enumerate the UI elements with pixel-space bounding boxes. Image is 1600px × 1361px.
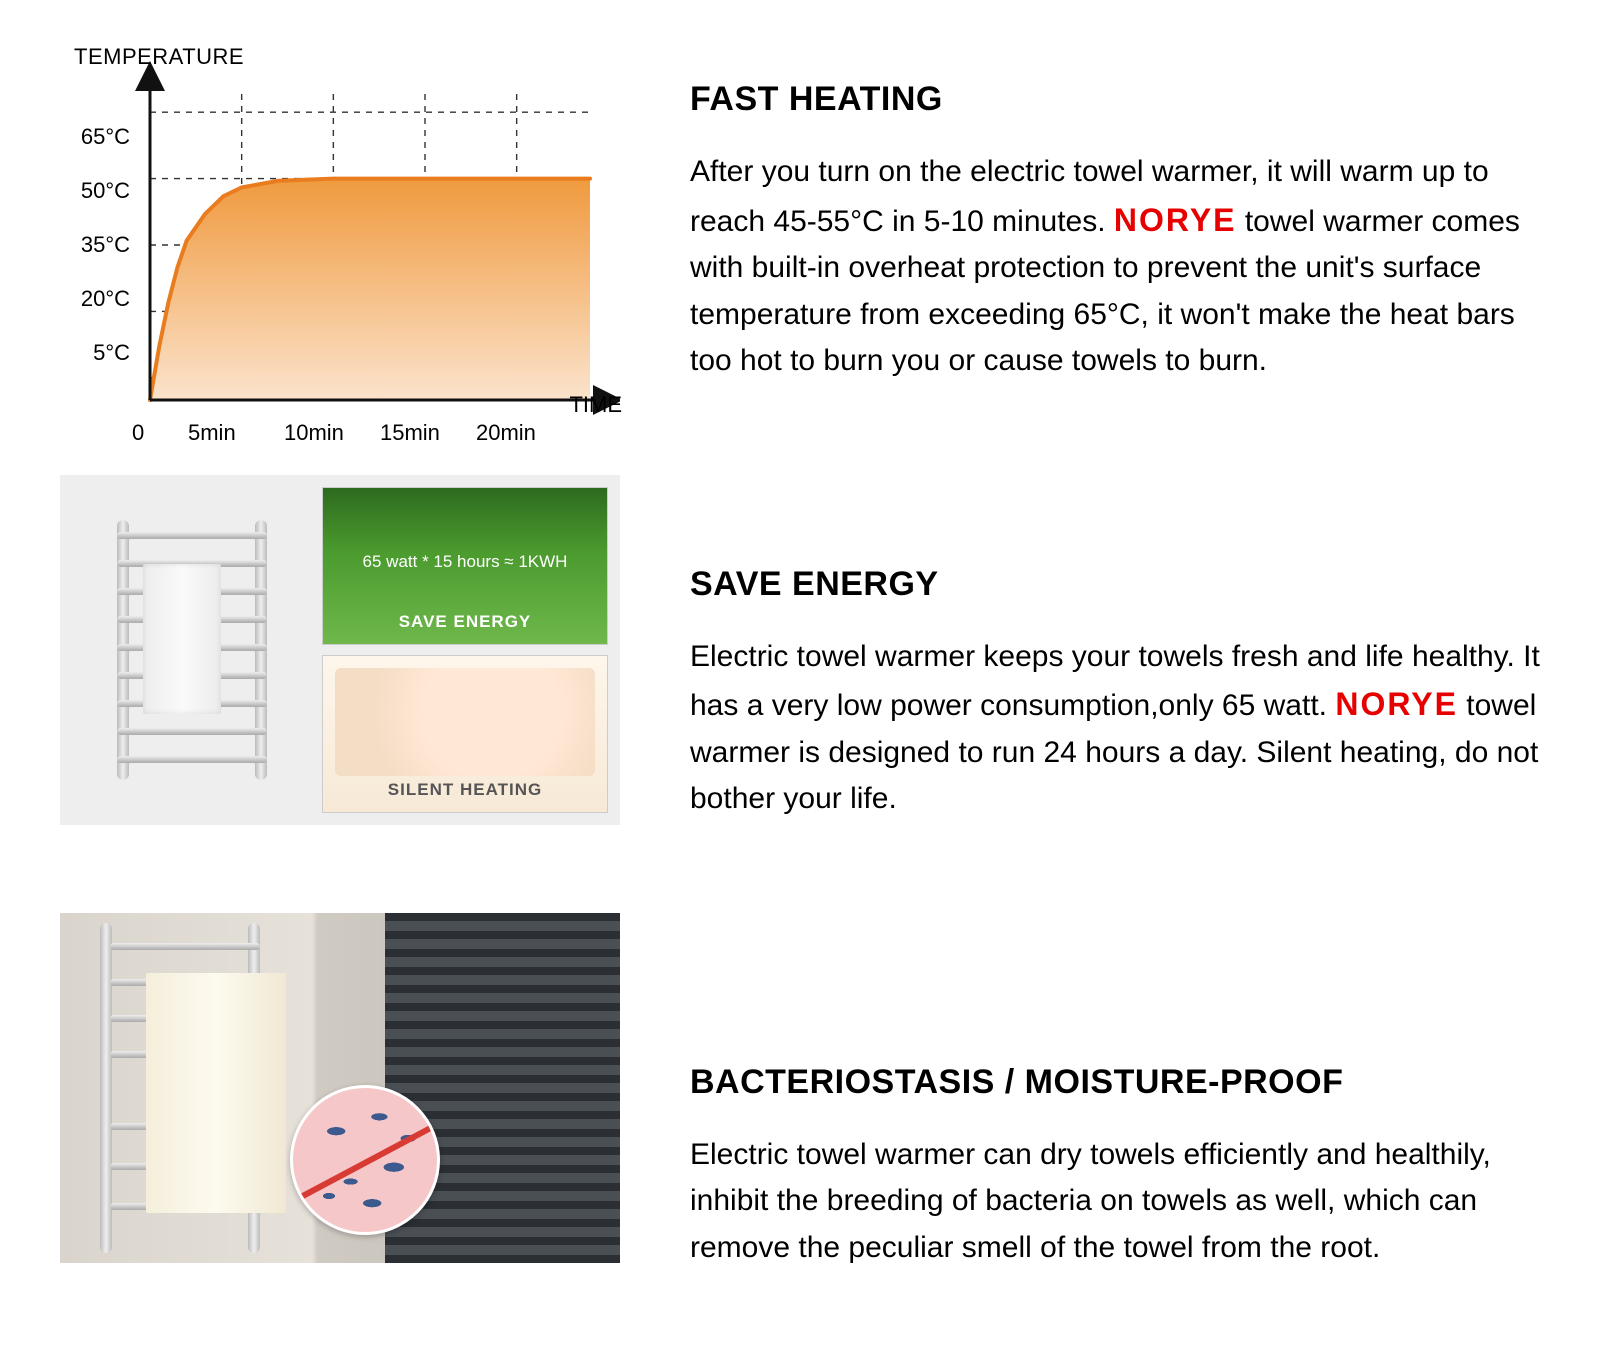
section-body: Electric towel warmer keeps your towels … — [690, 634, 1540, 823]
towel-rack-illustration — [72, 487, 312, 813]
baby-illustration — [335, 668, 595, 776]
chart-xtick: 5min — [188, 420, 236, 446]
section-bacteriostasis-text: BACTERIOSTASIS / MOISTURE-PROOF Electric… — [690, 913, 1540, 1302]
card-tag: SAVE ENERGY — [399, 606, 532, 644]
chart-ytick: 65°C — [60, 124, 130, 150]
towel-illustration — [146, 973, 286, 1213]
chart-xtick: 10min — [284, 420, 344, 446]
chart-ytick: 20°C — [60, 286, 130, 312]
section-body: Electric towel warmer can dry towels eff… — [690, 1132, 1540, 1272]
chart-svg — [60, 40, 620, 460]
chart-xtick: 0 — [132, 420, 144, 446]
save-energy-card: 65 watt * 15 hours ≈ 1KWH SAVE ENERGY — [322, 487, 608, 645]
section-title: FAST HEATING — [690, 80, 1540, 119]
section-title: SAVE ENERGY — [690, 565, 1540, 604]
chart-ytick: 50°C — [60, 178, 130, 204]
silent-heating-card: SILENT HEATING — [322, 655, 608, 813]
section-title: BACTERIOSTASIS / MOISTURE-PROOF — [690, 1063, 1540, 1102]
section-fast-heating: TEMPERATURE TIME 65°C 50°C 35°C 20°C 5°C… — [60, 40, 1540, 415]
chart-container: TEMPERATURE TIME 65°C 50°C 35°C 20°C 5°C… — [60, 40, 620, 390]
section-fast-heating-text: FAST HEATING After you turn on the elect… — [690, 40, 1540, 415]
chart-x-axis-title: TIME — [569, 392, 622, 418]
brand-logo-text: NORYE — [1335, 686, 1458, 722]
section-save-energy: 65 watt * 15 hours ≈ 1KWH SAVE ENERGY SI… — [60, 475, 1540, 853]
chart-ytick: 5°C — [60, 340, 130, 366]
bacteriostasis-image — [60, 913, 620, 1263]
chart-xtick: 15min — [380, 420, 440, 446]
temperature-chart: TEMPERATURE TIME 65°C 50°C 35°C 20°C 5°C… — [60, 40, 620, 460]
brand-logo-text: NORYE — [1114, 202, 1237, 238]
energy-formula: 65 watt * 15 hours ≈ 1KWH — [363, 552, 568, 572]
section-save-energy-text: SAVE ENERGY Electric towel warmer keeps … — [690, 475, 1540, 853]
chart-ytick: 35°C — [60, 232, 130, 258]
section-bacteriostasis: BACTERIOSTASIS / MOISTURE-PROOF Electric… — [60, 913, 1540, 1302]
card-tag: SILENT HEATING — [388, 774, 542, 812]
chart-y-axis-title: TEMPERATURE — [74, 44, 244, 70]
save-energy-image: 65 watt * 15 hours ≈ 1KWH SAVE ENERGY SI… — [60, 475, 620, 825]
chart-xtick: 20min — [476, 420, 536, 446]
bacteria-crossed-icon — [290, 1085, 440, 1235]
save-energy-composite: 65 watt * 15 hours ≈ 1KWH SAVE ENERGY SI… — [60, 475, 620, 825]
section-body: After you turn on the electric towel war… — [690, 149, 1540, 385]
